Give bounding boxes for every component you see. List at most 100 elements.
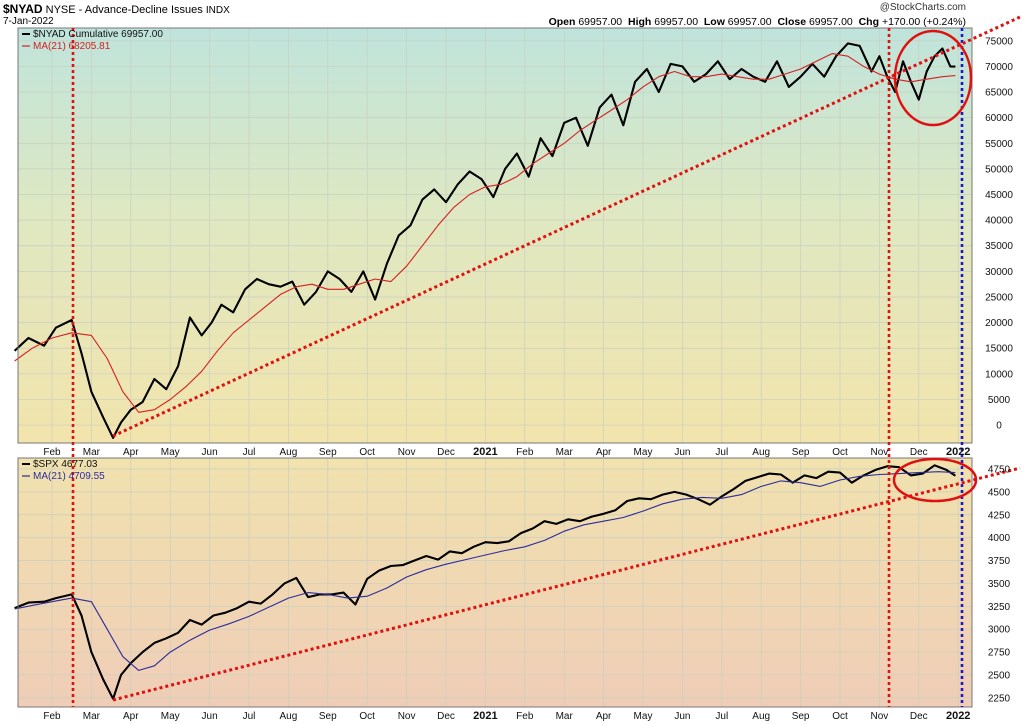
- y-tick-label: 15000: [985, 344, 1013, 355]
- x-tick-label: Nov: [398, 711, 416, 722]
- x-tick-label: Jul: [715, 711, 728, 722]
- x-tick-label: Mar: [83, 447, 101, 458]
- y-tick-label: 25000: [985, 292, 1013, 303]
- high-label: High: [627, 16, 652, 28]
- x-tick-label: 2021: [473, 710, 497, 722]
- brand-label: @StockCharts.com: [879, 2, 966, 13]
- x-tick-label: Apr: [123, 447, 139, 458]
- legend-entry: $NYAD Cumulative 69957.00: [33, 29, 163, 40]
- ohlc-readout: Open 69957.00 High 69957.00 Low 69957.00…: [549, 16, 966, 28]
- suffix: INDX: [205, 5, 230, 16]
- symbol: $NYAD: [3, 2, 43, 16]
- y-tick-label: 3750: [988, 556, 1011, 567]
- y-tick-label: 3250: [988, 602, 1011, 613]
- legend-entry: MA(21) 68205.81: [33, 41, 111, 52]
- y-tick-label: 60000: [985, 113, 1013, 124]
- highlight-circle-nyad: [893, 29, 973, 127]
- y-tick-label: 2750: [988, 648, 1011, 659]
- x-tick-label: Apr: [596, 711, 612, 722]
- x-tick-label: Aug: [752, 447, 770, 458]
- series-spx-price-line: [14, 464, 956, 700]
- x-tick-label: Nov: [871, 711, 889, 722]
- x-tick-label: Mar: [556, 711, 574, 722]
- legend-entry: MA(21) 4709.55: [33, 471, 105, 482]
- x-tick-label: Jul: [715, 447, 728, 458]
- close-label: Close: [777, 16, 807, 28]
- y-tick-label: 4250: [988, 510, 1011, 521]
- y-tick-label: 75000: [985, 36, 1013, 47]
- chg-label: Chg: [858, 16, 880, 28]
- x-tick-label: Feb: [516, 447, 534, 458]
- x-tick-label: Jul: [243, 447, 256, 458]
- x-tick-label: Apr: [123, 711, 139, 722]
- panel-nyad-background: [18, 28, 972, 443]
- x-tick-label: Dec: [910, 447, 928, 458]
- x-tick-label: Aug: [752, 711, 770, 722]
- x-tick-label: Jun: [674, 447, 690, 458]
- x-tick-label: Sep: [792, 447, 810, 458]
- high-value: 69957.00: [654, 16, 699, 28]
- x-tick-label: Sep: [319, 447, 337, 458]
- y-tick-label: 10000: [985, 369, 1013, 380]
- y-tick-label: 50000: [985, 164, 1013, 175]
- open-value: 69957.00: [578, 16, 623, 28]
- trendline-nyad: [112, 15, 1021, 438]
- y-tick-label: 3000: [988, 625, 1011, 636]
- y-tick-label: 70000: [985, 62, 1013, 73]
- chart-title: $NYAD NYSE - Advance-Decline Issues INDX: [3, 2, 230, 16]
- x-tick-label: Aug: [280, 711, 298, 722]
- x-tick-label: Aug: [280, 447, 298, 458]
- y-tick-label: 55000: [985, 139, 1013, 150]
- series-nyad-ma21-line: [14, 53, 956, 413]
- trendline-spx: [112, 466, 1021, 702]
- x-tick-label: May: [161, 447, 180, 458]
- x-tick-label: Nov: [398, 447, 416, 458]
- y-tick-label: 20000: [985, 318, 1013, 329]
- chart-date: 7-Jan-2022: [3, 16, 54, 27]
- x-tick-label: May: [634, 447, 653, 458]
- y-tick-label: 2500: [988, 670, 1011, 681]
- y-tick-label: 4750: [988, 464, 1011, 475]
- panel-nyad-border: [17, 27, 973, 444]
- x-tick-label: Sep: [792, 711, 810, 722]
- description: NYSE - Advance-Decline Issues: [45, 4, 203, 16]
- x-tick-label: Feb: [516, 711, 534, 722]
- y-tick-label: 3500: [988, 579, 1011, 590]
- x-tick-label: Apr: [596, 447, 612, 458]
- y-tick-label: 4000: [988, 533, 1011, 544]
- chg-value: +170.00 (+0.24%): [881, 16, 966, 28]
- y-tick-label: 65000: [985, 88, 1013, 99]
- x-tick-label: Jun: [202, 447, 218, 458]
- x-tick-label: 2022: [946, 446, 970, 458]
- y-tick-label: 2250: [988, 693, 1011, 704]
- x-tick-label: Oct: [832, 447, 848, 458]
- x-tick-label: May: [634, 711, 653, 722]
- x-tick-label: Jun: [674, 711, 690, 722]
- y-tick-label: 4500: [988, 487, 1011, 498]
- y-tick-label: 30000: [985, 267, 1013, 278]
- y-tick-label: 45000: [985, 190, 1013, 201]
- x-tick-label: Jun: [202, 711, 218, 722]
- y-tick-label: 5000: [988, 395, 1011, 406]
- open-label: Open: [548, 16, 576, 28]
- x-tick-label: Dec: [437, 711, 455, 722]
- x-tick-label: Oct: [832, 711, 848, 722]
- panel-spx-border: [17, 457, 973, 708]
- x-tick-label: Nov: [871, 447, 889, 458]
- y-tick-label: 40000: [985, 216, 1013, 227]
- x-tick-label: 2022: [946, 710, 970, 722]
- legend-entry: $SPX 4677.03: [33, 459, 98, 470]
- x-tick-label: Mar: [83, 711, 101, 722]
- low-label: Low: [703, 16, 725, 28]
- x-tick-label: Oct: [359, 447, 375, 458]
- x-tick-label: May: [161, 711, 180, 722]
- y-tick-label: 0: [996, 421, 1002, 432]
- x-tick-label: Feb: [43, 711, 61, 722]
- series-nyad-price-line: [13, 42, 956, 439]
- x-tick-label: Feb: [43, 447, 61, 458]
- x-tick-label: Sep: [319, 711, 337, 722]
- x-tick-label: Dec: [437, 447, 455, 458]
- y-tick-label: 35000: [985, 241, 1013, 252]
- panel-spx-background: [18, 458, 972, 707]
